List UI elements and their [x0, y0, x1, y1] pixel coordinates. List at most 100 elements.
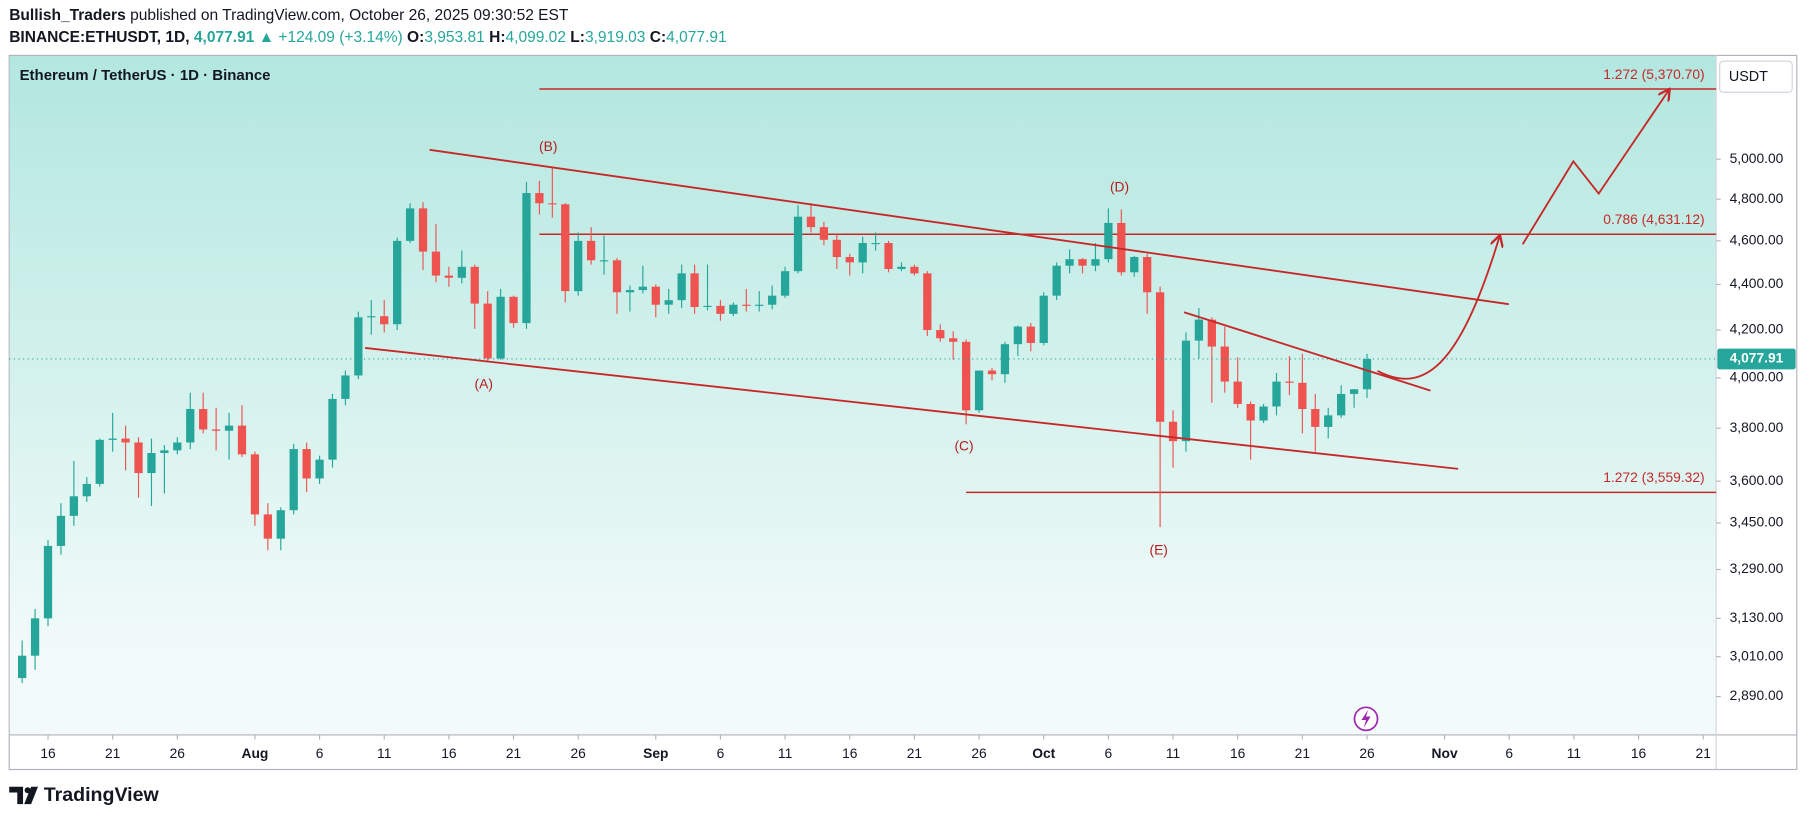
candle-body — [819, 227, 829, 240]
candle-body — [276, 510, 285, 539]
logo[interactable]: TradingView — [9, 784, 160, 806]
candle-body — [186, 409, 195, 443]
symbol: BINANCE:ETHUSDT, 1D, — [9, 29, 189, 46]
candle-body — [612, 260, 622, 293]
candle-body — [457, 266, 466, 278]
last-price-label: 4,077.91 — [1730, 350, 1784, 366]
plot-bg — [9, 55, 1716, 735]
candle-body — [1143, 256, 1152, 293]
publisher[interactable]: Bullish_Traders — [9, 7, 126, 24]
candle-body — [69, 496, 79, 516]
x-tick-label: 11 — [778, 745, 792, 761]
change: ▲ +124.09 (+3.14%) — [259, 29, 403, 46]
y-tick-label: 3,600.00 — [1730, 472, 1784, 488]
candle-body — [768, 295, 777, 305]
x-tick-label: 16 — [441, 745, 457, 761]
candle-body — [1130, 256, 1139, 273]
l-label: L: — [570, 29, 585, 46]
candle-body — [1246, 403, 1255, 421]
candle-body — [923, 273, 932, 331]
wave-label: (D) — [1110, 179, 1129, 195]
chart-title: Ethereum / TetherUS · 1D · Binance — [20, 67, 271, 84]
candle-body — [1078, 259, 1087, 266]
o: 3,953.81 — [424, 29, 484, 46]
candle-body — [1349, 389, 1359, 394]
candle-body — [1104, 222, 1113, 260]
y-tick-label: 3,130.00 — [1730, 609, 1784, 625]
candle-body — [1285, 381, 1294, 383]
x-tick-label: Oct — [1032, 745, 1055, 761]
candle-body — [1311, 409, 1320, 427]
candle-body — [224, 425, 234, 431]
x-tick-label: 11 — [377, 745, 391, 761]
candle-body — [780, 271, 790, 296]
x-tick-label: 6 — [1505, 745, 1513, 761]
candle-body — [18, 655, 27, 679]
x-tick-label: 21 — [506, 745, 521, 761]
currency-button[interactable] — [1719, 60, 1793, 93]
y-tick-label: 4,000.00 — [1730, 369, 1784, 385]
candle-body — [108, 438, 117, 440]
candle-body — [431, 251, 441, 276]
last: 4,077.91 — [194, 29, 255, 46]
y-tick-label: 4,800.00 — [1730, 190, 1784, 206]
candle-body — [56, 515, 66, 546]
candle-body — [599, 260, 609, 262]
candle-body — [1181, 340, 1191, 442]
candle-body — [703, 305, 712, 308]
x-tick-label: 6 — [717, 745, 725, 761]
x-tick-label: 26 — [1359, 745, 1375, 761]
y-tick-label: 3,450.00 — [1730, 514, 1784, 530]
candle-body — [1337, 393, 1346, 416]
candle-body — [82, 483, 91, 497]
candle-body — [1155, 292, 1165, 422]
currency[interactable]: USDT — [1729, 69, 1768, 85]
candle-body — [625, 290, 635, 293]
candle-body — [341, 375, 350, 399]
candle-body — [755, 304, 764, 306]
candle-body — [548, 203, 557, 205]
logo-t — [9, 786, 24, 805]
candle-body — [1324, 415, 1333, 427]
h: 4,099.02 — [506, 29, 566, 46]
candle-body — [393, 240, 402, 325]
header-line-1: Bullish_Traders published on TradingView… — [9, 7, 569, 24]
l: 3,919.03 — [585, 29, 645, 46]
candle-body — [858, 243, 867, 263]
candle-body — [1272, 381, 1281, 407]
candle-body — [289, 449, 298, 511]
candle-body — [160, 450, 169, 454]
wedge-line — [1183, 311, 1431, 392]
candle-body — [651, 286, 660, 305]
x-tick-label: 21 — [907, 745, 922, 761]
candle-body — [43, 545, 53, 619]
candle-body — [1052, 265, 1061, 296]
candle-body — [302, 449, 311, 479]
candle-body — [949, 338, 958, 342]
candle-body — [418, 208, 428, 252]
brand[interactable]: TradingView — [44, 784, 160, 806]
event-icon[interactable] — [1353, 706, 1379, 732]
candle-body — [638, 286, 647, 291]
wave-label: (C) — [954, 438, 973, 454]
candle-body — [871, 243, 880, 245]
event-bolt — [1361, 709, 1371, 729]
candle-body — [354, 317, 363, 376]
x-tick-label: Aug — [241, 745, 268, 761]
y-tick-label: 4,600.00 — [1730, 232, 1784, 248]
y-tick-label: 3,290.00 — [1730, 560, 1784, 576]
h-label: H: — [489, 29, 505, 46]
candle-body — [470, 266, 479, 304]
fib-label: 1.272 (3,559.32) — [1603, 469, 1704, 485]
candle-body — [910, 266, 919, 274]
candle-body — [147, 453, 156, 474]
projection-arrow-1 — [1377, 236, 1500, 380]
candle-body — [263, 514, 272, 539]
candle-body — [250, 454, 260, 515]
candle-body — [315, 459, 324, 479]
candle-body — [211, 429, 221, 431]
candle-body — [237, 425, 247, 455]
wave-label: (A) — [475, 375, 493, 391]
plot — [9, 88, 1717, 684]
candle-body — [716, 305, 725, 314]
